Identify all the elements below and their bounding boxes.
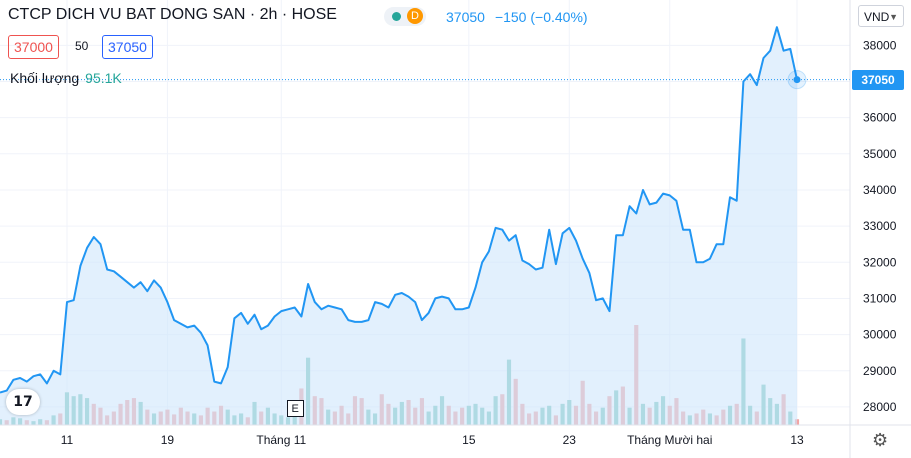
volume-legend: Khối lượng 95.1K	[10, 70, 122, 86]
delay-badge: D	[407, 8, 423, 24]
y-tick-label: 30000	[863, 328, 897, 342]
spread-value: 50	[75, 39, 89, 53]
earnings-marker-icon[interactable]: E	[286, 400, 304, 417]
currency-select[interactable]: VND ▼	[858, 5, 904, 27]
volume-value: 95.1K	[85, 70, 122, 86]
tradingview-logo-icon[interactable]: 17	[6, 389, 40, 415]
symbol-title: CTCP DICH VU BAT DONG SAN · 2h · HOSE	[8, 6, 337, 23]
quote-summary: 37050 −150 (−0.40%)	[446, 9, 598, 25]
x-tick-label: 23	[563, 433, 577, 447]
volume-label: Khối lượng	[10, 70, 80, 86]
price-area	[0, 27, 797, 425]
y-tick-label: 33000	[863, 219, 897, 233]
buy-price-button[interactable]: 37050	[102, 35, 153, 59]
x-tick-label: Tháng Mười hai	[627, 433, 712, 447]
x-tick-label: 15	[462, 433, 476, 447]
last-price-text: 37050	[446, 9, 485, 25]
price-change-text: −150 (−0.40%)	[494, 9, 588, 25]
x-tick-label: 19	[161, 433, 175, 447]
gear-icon[interactable]: ⚙	[872, 430, 889, 450]
last-point-marker	[793, 76, 801, 84]
price-line	[0, 26, 798, 394]
chevron-down-icon: ▼	[889, 12, 898, 22]
y-tick-label: 28000	[863, 400, 897, 414]
x-tick-label: 13	[790, 433, 804, 447]
y-tick-label: 32000	[863, 255, 897, 269]
y-tick-label: 31000	[863, 291, 897, 305]
currency-value: VND	[864, 10, 890, 24]
last-price-tag: 37050	[852, 69, 904, 90]
x-tick-label: Tháng 11	[256, 433, 306, 447]
y-tick-label: 38000	[863, 38, 897, 52]
x-tick-label: 11	[61, 433, 74, 447]
market-open-icon	[392, 12, 401, 21]
market-status-pill[interactable]: D	[384, 7, 426, 26]
sell-price-button[interactable]: 37000	[8, 35, 59, 59]
y-tick-label: 34000	[863, 183, 897, 197]
y-tick-label: 35000	[863, 147, 897, 161]
y-tick-label: 29000	[863, 364, 897, 378]
y-tick-label: 36000	[863, 111, 897, 125]
